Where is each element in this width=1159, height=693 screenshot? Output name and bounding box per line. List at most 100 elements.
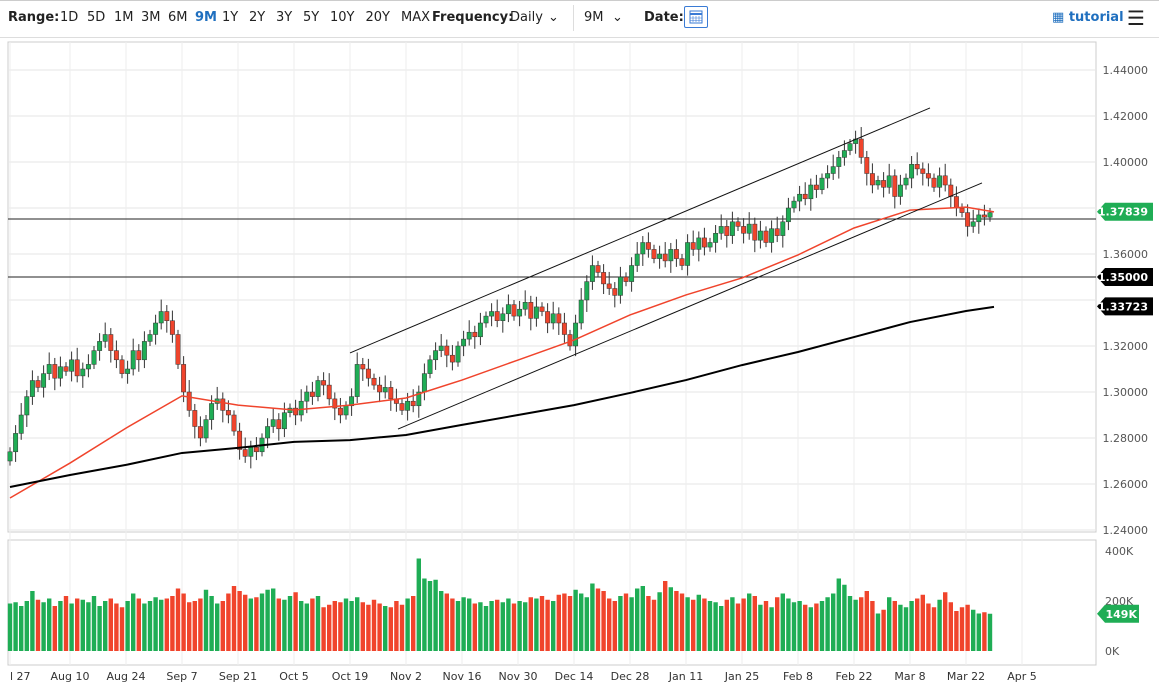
volume-bar: [976, 613, 981, 651]
candle: [802, 193, 808, 200]
volume-bar: [265, 589, 270, 651]
x-tick-label: Mar 8: [894, 670, 925, 683]
range-1y[interactable]: 1Y: [222, 10, 239, 25]
candle: [561, 322, 567, 335]
volume-bar: [623, 593, 629, 651]
volume-bar: [304, 603, 309, 651]
range-6m[interactable]: 6M: [168, 10, 188, 25]
volume-bar: [114, 603, 119, 651]
candle: [875, 180, 881, 186]
range-5y[interactable]: 5Y: [303, 10, 320, 25]
volume-bar: [730, 597, 735, 651]
volume-bar: [663, 581, 668, 651]
volume-bar: [75, 598, 80, 651]
candle: [522, 302, 528, 310]
price-pane: [7, 41, 1097, 533]
volume-bar: [243, 594, 248, 651]
volume-bar: [528, 597, 533, 651]
frequency-label: Frequency:: [432, 10, 514, 25]
volume-bar: [668, 587, 673, 651]
candle: [354, 364, 360, 397]
volume-bar: [483, 606, 489, 651]
volume-bar: [198, 598, 203, 651]
chart[interactable]: 1.24000 1.26000 1.28000 1.30000 1.32000 1.360…: [0, 37, 1159, 693]
range-9m[interactable]: 9M: [195, 10, 217, 25]
candle: [130, 350, 136, 370]
volume-bar: [937, 599, 942, 651]
chevron-down-icon[interactable]: ⌄: [548, 10, 559, 25]
volume-bar: [315, 596, 321, 651]
candle: [332, 398, 338, 409]
tutorial-link[interactable]: ▦ tutorial: [1052, 10, 1124, 25]
volume-bar: [427, 581, 433, 651]
volume-bar: [321, 607, 326, 651]
candle: [696, 237, 702, 250]
volume-bar: [24, 601, 29, 651]
candle: [729, 221, 735, 236]
candle: [203, 419, 209, 439]
calendar-icon[interactable]: [684, 6, 708, 28]
candle: [231, 414, 237, 432]
candle: [410, 400, 416, 407]
range-max[interactable]: MAX: [401, 10, 431, 25]
volume-bar: [763, 601, 769, 651]
range-3y[interactable]: 3Y: [276, 10, 293, 25]
candle: [343, 405, 349, 416]
period-select[interactable]: 9M: [584, 10, 604, 25]
volume-bar: [847, 596, 853, 651]
candle: [13, 433, 19, 453]
range-10y[interactable]: 10Y: [330, 10, 355, 25]
volume-bar: [86, 602, 91, 651]
volume-bar: [657, 592, 662, 651]
volume-bar: [612, 601, 617, 651]
candle: [57, 366, 63, 379]
range-3m[interactable]: 3M: [141, 10, 161, 25]
candle: [685, 242, 691, 266]
candle: [46, 364, 52, 374]
volume-bar: [903, 607, 909, 651]
candle: [662, 253, 668, 262]
chevron-down-icon[interactable]: ⌄: [612, 10, 623, 25]
volume-bar: [164, 598, 169, 651]
range-2y[interactable]: 2Y: [249, 10, 266, 25]
candle: [35, 380, 41, 388]
volume-bar: [355, 597, 360, 651]
range-20y[interactable]: 20Y: [365, 10, 390, 25]
volume-bar: [651, 599, 657, 651]
candle: [897, 184, 903, 197]
volume-bar: [80, 599, 85, 651]
menu-icon[interactable]: ☰: [1127, 6, 1145, 30]
candle: [147, 334, 153, 342]
candle: [617, 276, 623, 296]
candle: [63, 366, 69, 372]
candle: [97, 341, 103, 351]
candle: [315, 380, 321, 397]
volume-bar: [887, 597, 892, 651]
volume-label: 149K: [1106, 608, 1138, 621]
volume-bar: [47, 598, 52, 651]
volume-bar: [747, 593, 752, 651]
candle: [517, 308, 523, 317]
candle: [293, 407, 299, 416]
candle: [382, 387, 388, 393]
candle: [197, 426, 203, 439]
candle: [321, 380, 327, 386]
volume-bar: [383, 606, 388, 651]
volume-bar: [433, 579, 438, 651]
volume-bar: [607, 598, 612, 651]
candle: [220, 398, 226, 411]
range-5d[interactable]: 5D: [87, 10, 106, 25]
volume-bar: [58, 601, 63, 651]
candle: [181, 364, 187, 393]
range-1m[interactable]: 1M: [114, 10, 134, 25]
range-1d[interactable]: 1D: [60, 10, 79, 25]
candle: [175, 334, 181, 365]
volume-bar: [142, 603, 147, 651]
x-tick-label: Sep 21: [219, 670, 257, 683]
volume-bar: [775, 597, 780, 651]
candle: [377, 384, 383, 393]
frequency-select[interactable]: Daily: [510, 10, 543, 25]
volume-bar: [640, 586, 645, 651]
volume-bar: [629, 597, 634, 651]
candle: [942, 175, 948, 186]
